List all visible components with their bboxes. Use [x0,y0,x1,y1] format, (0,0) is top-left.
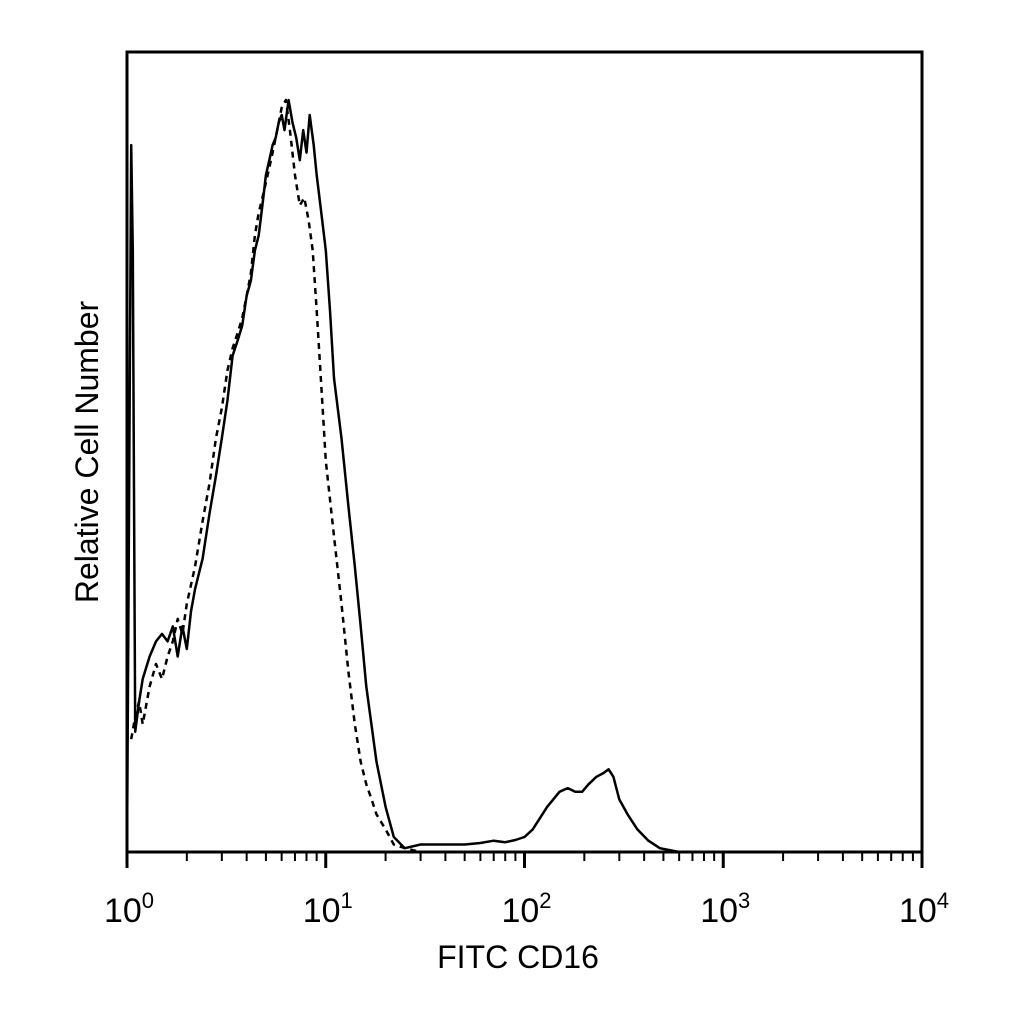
dashed-histogram-line [129,98,922,854]
tick-label-exponent: 1 [341,888,353,913]
tick-label-exponent: 3 [738,888,750,913]
x-tick-label: 104 [899,888,949,930]
tick-label-base: 10 [104,892,142,930]
tick-label-base: 10 [700,892,738,930]
tick-label-exponent: 4 [937,888,949,913]
tick-label-exponent: 0 [142,888,154,913]
x-tick-label: 102 [501,888,551,930]
plot-frame [125,50,924,854]
x-axis-ticks [125,852,924,868]
x-axis-title: FITC CD16 [437,939,599,975]
tick-label-base: 10 [303,892,341,930]
x-tick-label: 100 [104,888,154,930]
x-tick-label: 103 [700,888,750,930]
solid-histogram-line [125,98,922,854]
x-axis-tick-labels: 100 101 102 103 104 [104,888,949,930]
x-tick-label: 101 [303,888,353,930]
series-layer [125,98,922,854]
tick-label-exponent: 2 [539,888,551,913]
tick-label-base: 10 [501,892,539,930]
tick-label-base: 10 [899,892,937,930]
y-axis-title: Relative Cell Number [69,300,105,603]
